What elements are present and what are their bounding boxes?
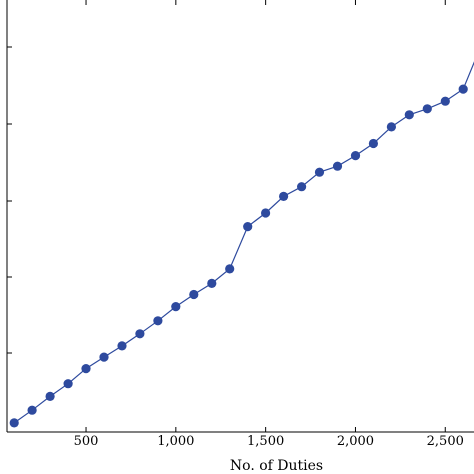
data-point-300 — [45, 391, 55, 401]
data-point-500 — [81, 364, 91, 374]
data-point-100 — [9, 418, 19, 428]
data-point-1000 — [171, 302, 181, 312]
x-tick-label-2500: 2,500 — [427, 434, 464, 449]
data-point-1200 — [207, 278, 217, 288]
data-point-200 — [27, 405, 37, 415]
data-point-400 — [63, 379, 73, 389]
data-point-1400 — [243, 222, 253, 232]
data-point-2300 — [404, 110, 414, 120]
series-layer — [9, 61, 474, 428]
series-group — [9, 61, 474, 428]
data-point-2500 — [440, 96, 450, 106]
plot-frame — [6, 0, 474, 433]
x-tick-label-500: 500 — [74, 434, 99, 449]
data-point-2600 — [458, 84, 468, 94]
x-axis-title: No. of Duties — [230, 458, 323, 474]
data-point-700 — [117, 341, 127, 351]
data-point-600 — [99, 352, 109, 362]
data-point-1500 — [261, 208, 271, 218]
data-point-2000 — [350, 151, 361, 161]
x-tick-label-2000: 2,000 — [337, 434, 374, 449]
data-point-1800 — [314, 167, 325, 177]
data-point-2400 — [422, 104, 432, 114]
data-point-800 — [135, 329, 145, 339]
x-tick-label-1500: 1,500 — [247, 434, 284, 449]
data-point-1900 — [332, 161, 343, 171]
x-tick-label-1000: 1,000 — [157, 434, 194, 449]
x-axis-ticks: 500 1,000 1,500 2,000 2,500 — [74, 0, 464, 449]
data-point-2200 — [386, 122, 396, 132]
data-point-1600 — [279, 191, 289, 201]
data-point-1100 — [189, 289, 199, 300]
data-point-1700 — [297, 182, 307, 192]
data-point-2100 — [368, 138, 378, 149]
data-point-1300 — [225, 264, 235, 274]
data-point-900 — [153, 316, 163, 326]
